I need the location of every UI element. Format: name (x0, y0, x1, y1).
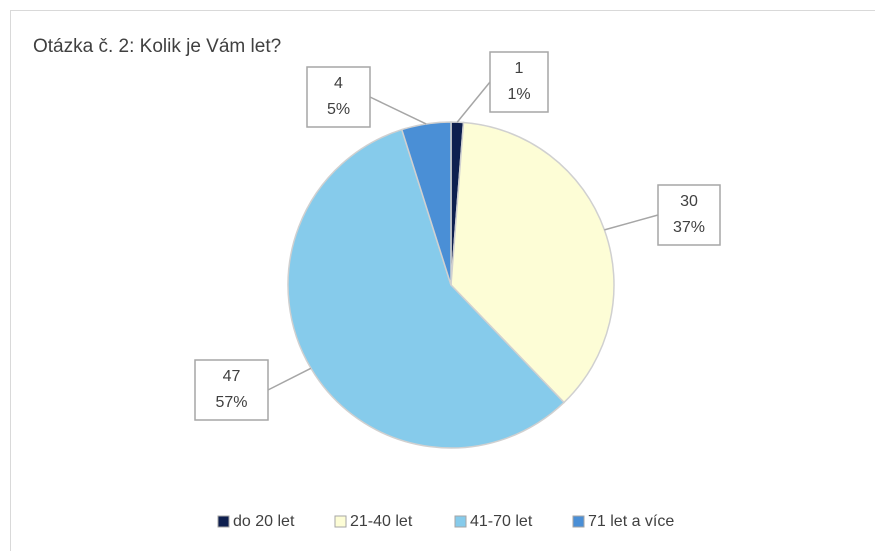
legend-swatch (217, 515, 230, 528)
legend-label: 41-70 let (470, 513, 533, 530)
leader-line (267, 367, 312, 391)
legend-swatch (334, 515, 347, 528)
leader-line (369, 96, 427, 125)
label-box (306, 66, 371, 128)
pie-slice (450, 121, 615, 404)
legend-swatch (572, 515, 585, 528)
pie-slice (400, 121, 452, 286)
legend-label: 21-40 let (350, 513, 413, 530)
label-box (194, 359, 269, 421)
data-label: 1 (515, 60, 524, 77)
legend-label: do 20 let (233, 513, 295, 530)
data-label: 47 (223, 368, 241, 385)
legend-label: 71 let a více (588, 513, 674, 530)
data-label: 30 (680, 193, 698, 210)
leader-line (604, 214, 659, 231)
label-box (489, 51, 549, 113)
percent-label: 1% (507, 86, 530, 103)
label-box (657, 184, 721, 246)
legend-swatch (454, 515, 467, 528)
chart-title: Otázka č. 2: Kolik je Vám let? (33, 36, 281, 57)
percent-label: 5% (327, 101, 350, 118)
data-label: 4 (334, 75, 343, 92)
percent-label: 37% (673, 219, 705, 236)
percent-label: 57% (215, 394, 247, 411)
leader-line (456, 81, 491, 123)
